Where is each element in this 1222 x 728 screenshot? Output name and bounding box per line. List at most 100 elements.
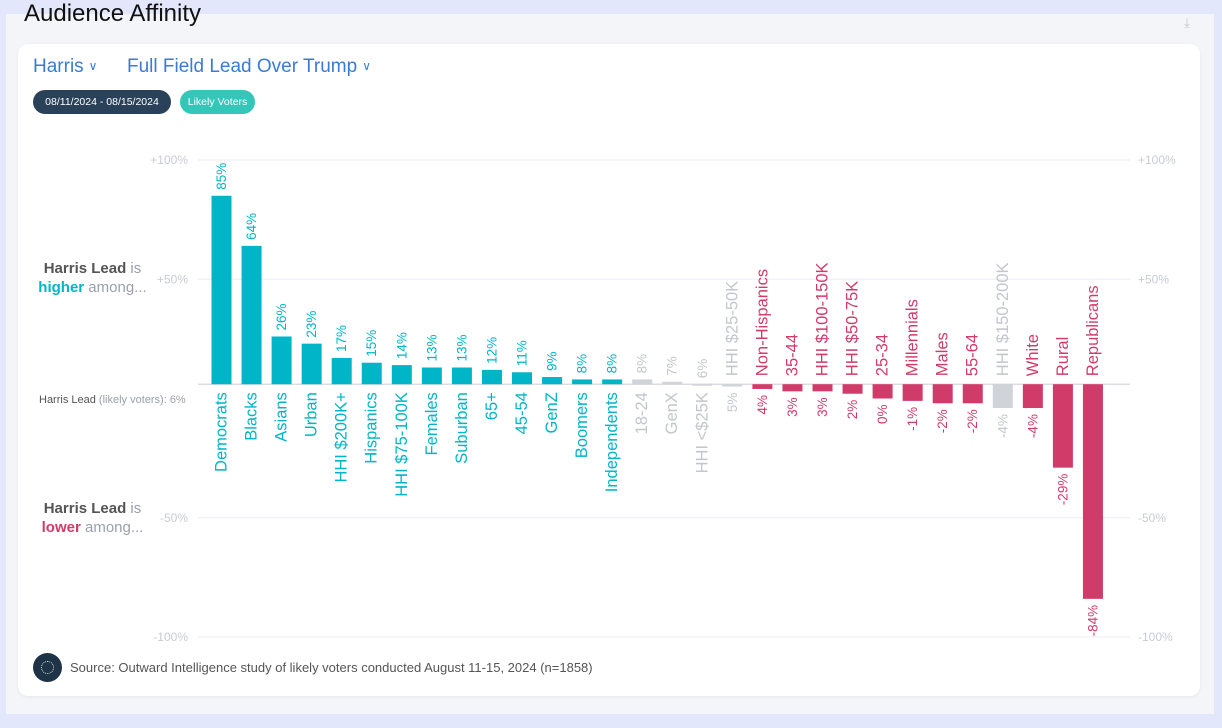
bar [782, 384, 803, 392]
bar-value-label: 14% [394, 332, 409, 359]
higher-label-strong: Harris Lead [43, 260, 127, 277]
category-label: Millennials [904, 299, 922, 376]
chevron-down-icon: ∨ [362, 59, 371, 73]
bar-value-label: 8% [605, 354, 620, 374]
category-label: 45-54 [513, 392, 531, 434]
category-label: Independents [603, 392, 621, 492]
baseline-label: Harris Lead (likely voters): 6% [39, 394, 186, 406]
bar-value-label: 17% [334, 325, 349, 352]
category-label: White [1024, 334, 1042, 376]
bar [842, 384, 863, 394]
category-label: HHI $75-100K [393, 392, 411, 497]
y-tick-label-right: -50% [1138, 511, 1166, 525]
bar-value-label: -4% [995, 414, 1010, 438]
bar-value-label: 4% [755, 395, 770, 415]
bar [902, 384, 923, 401]
y-tick-label-left: -50% [160, 511, 188, 525]
bar [481, 369, 502, 385]
category-label: Females [423, 392, 441, 455]
bar-value-label: 11% [515, 340, 530, 366]
category-label: 65+ [483, 392, 501, 420]
category-label: Males [934, 332, 952, 376]
category-label: GenX [663, 392, 681, 434]
bar-value-label: 3% [815, 397, 830, 417]
bar-value-label: 5% [725, 393, 740, 413]
category-label: HHI $150-200K [994, 262, 1012, 376]
bar-value-label: 13% [454, 334, 469, 361]
category-label: Blacks [243, 392, 261, 441]
y-tick-label-left: -100% [153, 630, 188, 644]
population-badge[interactable]: Likely Voters [180, 90, 255, 114]
bar [602, 379, 623, 385]
bar [451, 367, 472, 385]
category-label: HHI $50-75K [844, 281, 862, 376]
bar-value-label: 3% [785, 397, 800, 417]
bar [572, 379, 593, 385]
bar [812, 384, 833, 392]
page-title: Audience Affinity [24, 0, 202, 27]
bar-value-label: -29% [1055, 474, 1070, 506]
bar-value-label: -2% [935, 409, 950, 433]
bar-value-label: 13% [424, 334, 439, 361]
lower-word: lower [41, 519, 81, 536]
bar-value-label: 64% [244, 213, 259, 240]
category-label: Boomers [573, 392, 591, 458]
category-label: Republicans [1084, 285, 1102, 376]
higher-label-rest: is [126, 260, 142, 277]
bar-value-label: -2% [965, 409, 980, 433]
category-label: Urban [303, 392, 321, 437]
bar [542, 377, 563, 385]
bar [421, 367, 442, 385]
baseline-label-strong: Harris Lead [39, 394, 96, 406]
source-text: Source: Outward Intelligence study of li… [70, 660, 593, 675]
candidate-dropdown[interactable]: Harris ∨ [33, 56, 97, 78]
chevron-down-icon: ∨ [88, 59, 98, 73]
bar [932, 384, 953, 404]
bar-value-label: 9% [545, 352, 560, 372]
bar-value-label: 8% [635, 354, 650, 374]
metric-dropdown[interactable]: Full Field Lead Over Trump ∨ [127, 56, 371, 78]
y-tick-label-right: +100% [1138, 153, 1176, 167]
lower-label-strong: Harris Lead [43, 500, 127, 517]
date-range-badge[interactable]: 08/11/2024 - 08/15/2024 [33, 90, 171, 114]
candidate-dropdown-label: Harris [33, 56, 84, 77]
metric-dropdown-label: Full Field Lead Over Trump [127, 56, 358, 77]
bar [992, 384, 1013, 409]
category-label: Democrats [213, 392, 231, 472]
bar-value-label: 0% [875, 405, 890, 425]
bar-value-label: 8% [575, 354, 590, 374]
y-tick-label-right: -100% [1138, 630, 1173, 644]
bar [241, 245, 262, 385]
category-label: HHI $200K+ [333, 392, 351, 482]
higher-among-label: Harris Lead is higher among... [30, 259, 155, 297]
bar-value-label: -4% [1025, 414, 1040, 438]
bar-value-label: 15% [364, 330, 379, 357]
bar-value-label: 6% [695, 359, 710, 379]
y-tick-label-left: +100% [150, 153, 188, 167]
bar [722, 384, 743, 387]
category-label: Hispanics [363, 392, 381, 464]
bar [752, 384, 773, 389]
category-label: 35-44 [783, 334, 801, 376]
category-label: HHI $100-150K [814, 262, 832, 376]
bar-value-label: 85% [214, 163, 229, 190]
bar [1082, 384, 1103, 599]
lower-among-label: Harris Lead is lower among... [30, 499, 155, 537]
category-label: 25-34 [874, 334, 892, 376]
bar-value-label: 26% [274, 303, 289, 330]
bar-value-label: 2% [845, 400, 860, 420]
bar [512, 372, 532, 385]
y-tick-label-right: +50% [1138, 272, 1169, 286]
bar-value-label: 12% [484, 337, 499, 364]
y-tick-label-left: +50% [157, 272, 188, 286]
lower-among-word: among... [80, 519, 144, 536]
bar-value-label: -84% [1085, 605, 1100, 637]
download-icon[interactable]: ⤓ [1184, 15, 1190, 30]
category-label: Non-Hispanics [753, 269, 771, 376]
bar [211, 195, 232, 385]
outward-logo-icon [33, 653, 62, 682]
bar [271, 336, 292, 385]
bar-value-label: 7% [665, 356, 680, 376]
bar [872, 384, 893, 399]
